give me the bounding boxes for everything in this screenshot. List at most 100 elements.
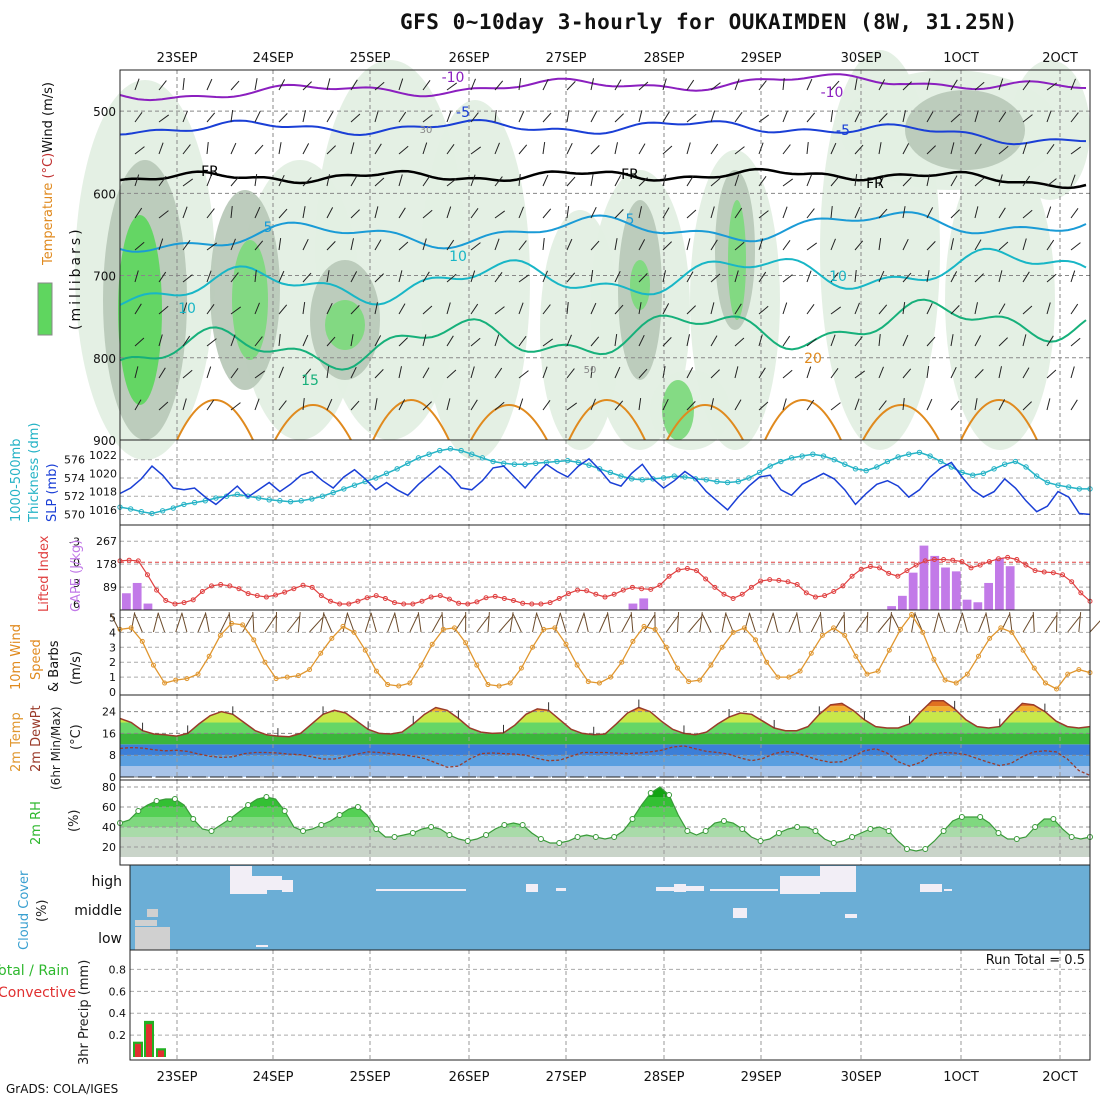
- wind-barb: [998, 366, 1002, 379]
- wind-barb: [278, 400, 287, 411]
- cloud-block: [556, 888, 566, 891]
- wind-barb: [710, 110, 716, 123]
- li-point: [254, 593, 260, 599]
- wind-barb: [346, 613, 355, 633]
- wind-barb: [134, 613, 143, 633]
- wind-barb: [398, 399, 406, 411]
- wind-speed-point: [429, 641, 435, 647]
- y-tick-cape: 267: [96, 535, 117, 548]
- cloud-block: [256, 945, 268, 947]
- wind-barb: [470, 366, 475, 379]
- wind-barb: [830, 306, 842, 315]
- wind-barb: [302, 110, 306, 123]
- series-point: [426, 451, 432, 457]
- wind-barb: [1070, 112, 1079, 123]
- wind-barb: [230, 110, 234, 123]
- wind-barb: [614, 270, 621, 283]
- wind-speed-point: [697, 677, 703, 683]
- wind-barb: [374, 398, 378, 411]
- li-point: [538, 601, 544, 607]
- cloud-block: [920, 884, 942, 892]
- li-point: [748, 584, 754, 590]
- wind-barb: [1022, 142, 1028, 155]
- temp-band: [120, 733, 1090, 745]
- wind-speed-point: [474, 662, 480, 668]
- wind-barb: [878, 174, 885, 187]
- wind-speed-point: [619, 659, 625, 665]
- li-point: [218, 582, 224, 588]
- wind-barb: [494, 334, 500, 347]
- wind-barb: [662, 111, 670, 123]
- series-point: [1023, 464, 1029, 470]
- wind-speed-point: [552, 625, 558, 631]
- wind-barb: [254, 302, 260, 315]
- contour-label: FR: [621, 167, 639, 183]
- rh-point: [537, 836, 544, 842]
- wind-barb: [614, 400, 624, 411]
- wind-barb: [297, 612, 301, 633]
- wind-barb: [158, 305, 169, 315]
- wind-barb: [782, 178, 794, 187]
- series-point: [533, 460, 539, 467]
- li-point: [382, 595, 388, 601]
- rh-point: [647, 790, 654, 796]
- wind-barb: [710, 398, 714, 411]
- wind-barb: [446, 239, 455, 251]
- wind-barb: [734, 303, 742, 315]
- wind-barb: [830, 80, 840, 91]
- wind-barb: [878, 366, 884, 379]
- li-point: [1060, 572, 1066, 578]
- wind-barb: [182, 239, 191, 251]
- y-tick-temp: 0: [109, 771, 116, 784]
- wind-barb: [422, 238, 427, 251]
- wind-barb: [158, 367, 166, 379]
- wind-barb: [974, 369, 984, 379]
- wind-barb: [974, 239, 982, 251]
- wind-barb: [1070, 146, 1082, 155]
- wind-barb: [911, 612, 916, 633]
- rh-point: [483, 832, 490, 838]
- contour-label: 5: [264, 220, 273, 236]
- wind-barb: [950, 175, 958, 187]
- wind-barb: [1070, 174, 1076, 187]
- li-point: [721, 591, 727, 597]
- wind-speed-point: [307, 667, 313, 673]
- wind-barb: [566, 176, 576, 187]
- wind-barb: [638, 398, 642, 411]
- series-point: [714, 478, 720, 485]
- series-point: [842, 461, 848, 467]
- wind-barb: [638, 110, 643, 123]
- li-point: [1069, 579, 1075, 585]
- wind-barb: [1022, 305, 1033, 315]
- wind-barb: [758, 210, 769, 219]
- cape-bar: [143, 603, 153, 610]
- rh-point: [464, 838, 471, 844]
- panel-precip: 0.2 0.4 0.6 0.8 Run Total = 0.5 Total / Rain C…: [0, 949, 1091, 1065]
- rh-point: [775, 830, 782, 836]
- wind-barb: [326, 78, 331, 91]
- wind-barb: [782, 206, 788, 219]
- wind-barb: [734, 111, 743, 123]
- rh-point: [1032, 824, 1039, 830]
- wind-barb: [854, 110, 861, 123]
- wind-barb: [350, 305, 360, 315]
- li-point: [236, 586, 242, 592]
- wind-barb: [182, 302, 188, 315]
- wind-barb: [470, 270, 476, 283]
- wind-barb: [182, 274, 193, 283]
- li-point: [867, 563, 873, 569]
- wind-speed-point: [964, 671, 970, 677]
- y-tick-wind: 3: [109, 641, 116, 654]
- series-point: [277, 498, 283, 504]
- rh-legend-swatch: [37, 282, 53, 336]
- wind-barb: [710, 369, 720, 379]
- li-point: [703, 576, 709, 582]
- ylabel-cape: CAPE (J/kg): [69, 540, 84, 612]
- wind-barb: [796, 612, 801, 633]
- wind-barb: [518, 144, 528, 155]
- wind-barb: [758, 367, 766, 379]
- series-point: [351, 482, 358, 488]
- li-point: [858, 566, 864, 572]
- series-point: [980, 470, 987, 477]
- li-point: [346, 601, 352, 607]
